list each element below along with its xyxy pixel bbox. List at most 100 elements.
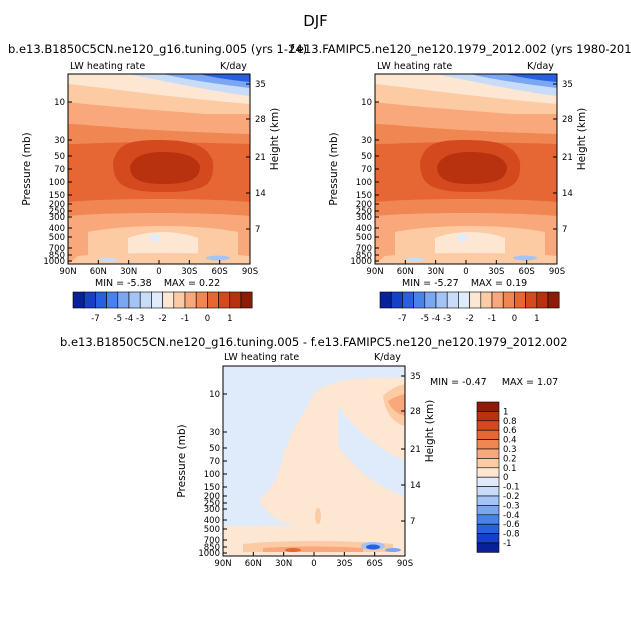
panel3-plot: 90N 60N 30N 0 30S 60S 90S103050701001502002503… [176, 365, 436, 569]
main-title: DJF [303, 12, 328, 30]
panel3-colorbar: 10.80.60.40.30.20.10-0.1-0.2-0.3-0.4-0.6… [476, 401, 520, 553]
panel2-colorbar-box [458, 291, 470, 309]
panel3-colorbar-label: 0 [503, 473, 508, 483]
panel3-ytick-right: 35 [410, 372, 421, 382]
panel2-colorbar-box [424, 291, 437, 309]
panel2-ytick-right: 21 [562, 153, 573, 163]
panel3-field [223, 366, 405, 556]
panel3-xtick: 30S [336, 559, 352, 569]
panel1-ytick-right: 7 [255, 225, 260, 235]
panel1-colorbar-box [95, 291, 107, 309]
panel1-colorbar-box [218, 291, 231, 309]
panel1-xtick: 90S [242, 267, 258, 277]
panel3-colorbar-label: -0.6 [503, 520, 520, 530]
panel2-colorbar-label: -1 [488, 314, 496, 324]
panel2-colorbar-label: -3 [443, 314, 451, 324]
panel2-xtick: 0 [463, 267, 468, 277]
panel1-ytick-right: 35 [255, 80, 266, 90]
panel2-colorbar-box [390, 291, 403, 309]
panel2-ytick: 50 [361, 152, 372, 162]
panel3-colorbar-label: -0.4 [503, 511, 520, 521]
panel1-colorbar-box [117, 291, 130, 309]
panel2-colorbar-box [480, 291, 493, 309]
panel3-colorbar-label: 0.4 [503, 436, 517, 446]
panel3-ytick: 200 [204, 492, 220, 502]
panel1-ylabel-right: Height (km) [269, 108, 281, 171]
panel2-colorbar-box [514, 291, 526, 309]
panel2-ytick: 1000 [350, 257, 372, 267]
panel2-colorbar-box [547, 291, 560, 309]
panel2-ytick-right: 7 [562, 225, 567, 235]
panel1-field-label: LW heating rate [70, 61, 146, 72]
panel2-ytick: 100 [356, 178, 372, 188]
panel1-stats: MIN = -5.38 MAX = 0.22 [95, 278, 220, 289]
panel3-ytick: 100 [204, 470, 220, 480]
panel1-xtick: 0 [156, 267, 161, 277]
panel2-title: f.e13.FAMIPC5.ne120_ne120.1979_2012.002 … [290, 42, 631, 56]
panel2-colorbar-box [536, 291, 549, 309]
panel3-colorbar-box [476, 411, 500, 422]
panel1-ytick: 250 [49, 207, 65, 217]
panel3-colorbar-box [476, 476, 500, 487]
panel2-colorbar-box [379, 291, 392, 309]
panel3-units: K/day [374, 352, 401, 363]
panel3-title: b.e13.B1850C5CN.ne120_g16.tuning.005 - f… [60, 335, 568, 349]
panel2-ytick: 30 [361, 136, 372, 146]
panel2-colorbar-label: 1 [534, 314, 539, 324]
panel1-colorbar-box [72, 291, 85, 309]
panel2-ytick: 150 [356, 191, 372, 201]
panel3-colorbar-label: -0.3 [503, 501, 520, 511]
panel2-xtick: 30N [427, 267, 444, 277]
panel2-xtick: 90N [366, 267, 383, 277]
panel3-ytick: 400 [204, 516, 220, 526]
panel1-min-label: MIN = [95, 278, 125, 289]
panel1-ytick: 150 [49, 191, 65, 201]
panel1-xtick: 90N [59, 267, 76, 277]
panel1-plot: 90N 60N 30N 0 30S 60S 90S103050701001502002503… [21, 73, 281, 277]
panel3-ytick: 30 [209, 428, 220, 438]
panel1-colorbar-box [240, 291, 253, 309]
panel1-title: b.e13.B1850C5CN.ne120_g16.tuning.005 (yr… [8, 42, 308, 56]
panel2-colorbar-label: -5 [421, 314, 429, 324]
panel3-colorbar-box [476, 448, 500, 459]
panel3-min-label: MIN = [430, 377, 460, 388]
panel1-colorbar-box [128, 291, 141, 309]
panel3-ytick-right: 7 [410, 517, 415, 527]
panel3-ytick: 300 [204, 505, 220, 515]
panel2-colorbar-label: -2 [465, 314, 473, 324]
panel1-colorbar-box [151, 291, 163, 309]
panel3-min: -0.47 [462, 377, 487, 388]
panel2-field [375, 74, 557, 264]
panel1-colorbar-box [207, 291, 219, 309]
panel2-colorbar-box [402, 291, 414, 309]
panel3-ytick: 250 [204, 499, 220, 509]
panel2-ytick-right: 28 [562, 115, 573, 125]
panel1-colorbar-box [173, 291, 186, 309]
panel2-colorbar-box [525, 291, 538, 309]
panel2-colorbar-box [502, 291, 515, 309]
panel3-field-label: LW heating rate [224, 352, 300, 363]
panel3-colorbar-label: 0.1 [503, 464, 517, 474]
panel2-max: 0.19 [506, 278, 528, 289]
panel3-ytick: 500 [204, 525, 220, 535]
panel3-colorbar-box [476, 467, 500, 478]
panel2-xtick: 60N [397, 267, 414, 277]
panel2-ytick: 250 [356, 207, 372, 217]
panel1-xtick: 30N [120, 267, 137, 277]
panel1-ytick: 200 [49, 200, 65, 210]
panel1-min: -5.38 [127, 278, 152, 289]
panel2-colorbar: -7 -5 -4 -3 -2 -1 0 1 [379, 291, 560, 324]
panel3-ytick: 50 [209, 444, 220, 454]
panel1-colorbar-label: -1 [181, 314, 189, 324]
panel2-ytick-right: 35 [562, 80, 573, 90]
panel3-colorbar-box [476, 523, 500, 534]
panel3-xtick: 60S [367, 559, 383, 569]
panel3-colorbar-box [476, 429, 500, 440]
panel2-ytick: 300 [356, 213, 372, 223]
panel2-ytick: 10 [361, 98, 372, 108]
panel3-colorbar-box [476, 401, 500, 412]
panel3-colorbar-box [476, 542, 500, 553]
panel1-ytick: 10 [54, 98, 65, 108]
panel2-min-label: MIN = [402, 278, 432, 289]
panel1-ytick-right: 21 [255, 153, 266, 163]
